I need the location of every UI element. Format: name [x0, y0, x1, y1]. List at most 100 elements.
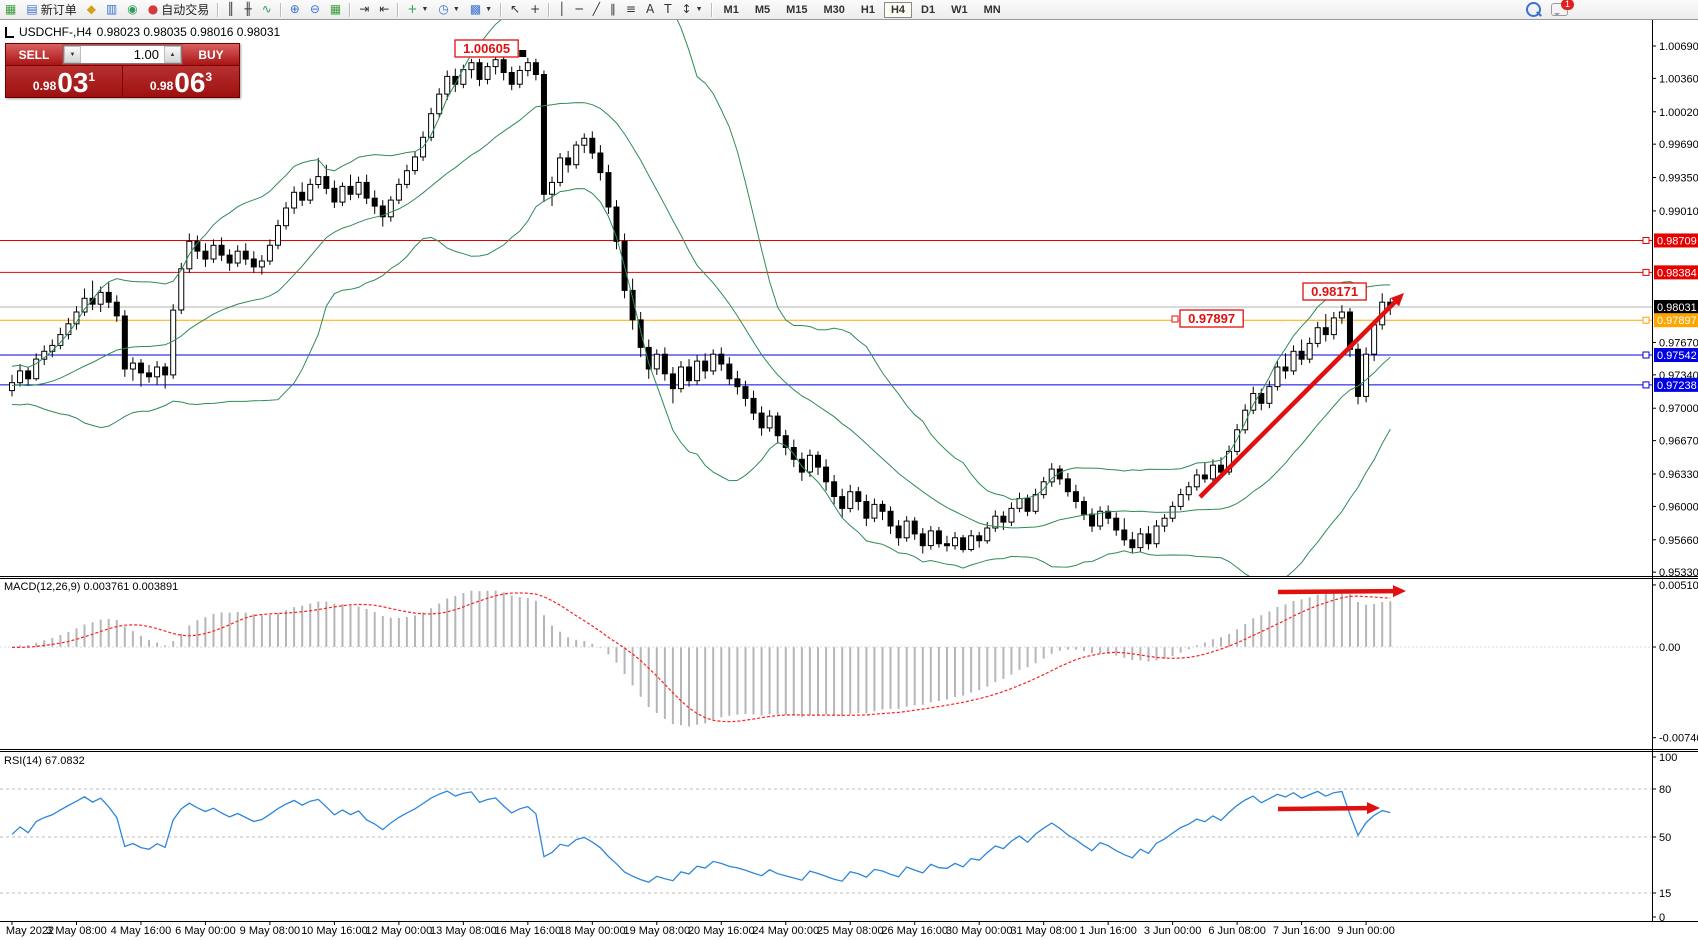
buy-button[interactable]: BUY	[183, 44, 239, 65]
trendline-icon: ╱	[592, 2, 600, 16]
timeframe-w1-button[interactable]: W1	[951, 3, 968, 16]
price-badge-label: 0.97542	[1657, 350, 1697, 362]
rsi-label: RSI(14) 67.0832	[4, 755, 85, 767]
price-badge	[1654, 377, 1698, 392]
symbol-icon	[5, 26, 14, 38]
indicators-button[interactable]: + ▼	[402, 1, 433, 18]
price-axis-tick: 1.00690	[1659, 41, 1698, 53]
tile-windows-button[interactable]: ▦	[325, 1, 346, 18]
price-annotation-label: 1.00605	[463, 41, 510, 56]
navigator-icon: ◉	[127, 2, 138, 16]
price-axis-tick: 0.96670	[1659, 436, 1698, 448]
volume-increase-button[interactable]: ▲	[164, 46, 181, 63]
price-axis-tick: 0.99010	[1659, 206, 1698, 218]
horizontal-line-button[interactable]: ─	[570, 1, 587, 18]
sell-button[interactable]: SELL	[6, 44, 62, 65]
bid-price-pips: 03	[57, 67, 89, 98]
indicators-icon: +	[407, 2, 418, 16]
text-icon: A	[645, 2, 655, 16]
date-axis-label: 31 May 08:00	[1010, 925, 1077, 937]
price-axis-tick: 1.00020	[1659, 107, 1698, 119]
line-chart-button[interactable]: ∿	[257, 1, 277, 18]
timeframe-m1-button[interactable]: M1	[723, 3, 739, 16]
macd-axis-tick: 0.00	[1659, 642, 1680, 654]
new-order-button[interactable]: ▤ 新订单	[21, 1, 81, 18]
candlestick-chart-button[interactable]: ╫	[240, 1, 257, 18]
date-axis-label: 13 May 08:00	[430, 925, 497, 937]
notifications-icon[interactable]: 1	[1551, 0, 1574, 16]
data-window-button[interactable]: ▥	[101, 1, 122, 18]
auto-scroll-button[interactable]: ⇥	[354, 1, 374, 18]
price-axis-tick: 0.95660	[1659, 535, 1698, 547]
volume-stepper[interactable]: ▼ 1.00 ▲	[63, 45, 182, 64]
cursor-button[interactable]: ↖	[505, 1, 525, 18]
zoom-in-button[interactable]: ⊕	[285, 1, 305, 18]
rsi-axis-tick: 50	[1659, 832, 1671, 844]
navigator-button[interactable]: ◉	[122, 1, 142, 18]
price-annotation-box	[1179, 309, 1244, 328]
cursor-icon: ↖	[510, 2, 521, 16]
vertical-line-button[interactable]: │	[553, 1, 570, 18]
horizontal-line-icon: ─	[575, 2, 583, 16]
bid-price[interactable]: 0.98 03 1	[6, 66, 122, 97]
tile-windows-icon: ▦	[329, 2, 342, 16]
macd-axis-tick: -0.007464	[1659, 733, 1698, 745]
rsi-axis-tick: 100	[1659, 752, 1677, 764]
price-annotation-box	[454, 39, 519, 58]
price-axis-tick: 0.96330	[1659, 469, 1698, 481]
price-axis-tick: 0.97670	[1659, 337, 1698, 349]
trendline-button[interactable]: ╱	[588, 1, 605, 18]
timeframe-h4-button[interactable]: H4	[883, 1, 913, 18]
macd-label: MACD(12,26,9) 0.003761 0.003891	[4, 581, 178, 593]
arrows-button[interactable]: ↕ ▼	[677, 1, 708, 18]
fibonacci-button[interactable]: ≡	[621, 1, 641, 18]
search-icon[interactable]	[1526, 2, 1541, 17]
new-order-button-label: 新订单	[40, 3, 77, 17]
line-chart-icon: ∿	[261, 2, 272, 16]
market-watch-button[interactable]: ◆	[82, 1, 101, 18]
volume-decrease-button[interactable]: ▼	[64, 46, 81, 63]
fibonacci-icon: ≡	[625, 2, 636, 16]
label-button[interactable]: T	[659, 1, 676, 18]
templates-button[interactable]: ▩ ▼	[465, 1, 497, 18]
date-axis-label: 6 May 00:00	[175, 925, 236, 937]
crosshair-icon: +	[530, 2, 541, 16]
equidistant-channel-button[interactable]: ∥	[605, 1, 621, 18]
indicators-button-dropdown-icon[interactable]: ▼	[421, 6, 429, 13]
timeframe-m30-button[interactable]: M30	[823, 3, 845, 16]
new-chart-button[interactable]: ▦	[0, 1, 21, 18]
arrows-button-dropdown-icon[interactable]: ▼	[695, 6, 703, 13]
timeframe-m15-button[interactable]: M15	[786, 3, 808, 16]
periods-button-dropdown-icon[interactable]: ▼	[452, 6, 460, 13]
crosshair-button[interactable]: +	[525, 1, 545, 18]
autotrading-button-label: 自动交易	[161, 3, 210, 17]
chart-shift-button[interactable]: ⇤	[374, 1, 394, 18]
date-axis-label: 6 Jun 08:00	[1208, 925, 1266, 937]
timeframe-mn-button[interactable]: MN	[983, 3, 1001, 16]
timeframe-h1-button[interactable]: H1	[860, 3, 875, 16]
autotrading-button[interactable]: ● 自动交易	[143, 1, 215, 18]
periods-button[interactable]: ◷ ▼	[433, 1, 464, 18]
price-badge	[1654, 300, 1698, 315]
macd-signal-line	[12, 592, 1391, 723]
notification-badge: 1	[1561, 0, 1574, 10]
volume-input[interactable]: 1.00	[133, 47, 159, 62]
one-click-trading-panel: SELL ▼ 1.00 ▲ BUY 0.98 03 1 0.98 06 3	[5, 43, 240, 98]
periods-icon: ◷	[438, 2, 449, 16]
auto-scroll-icon: ⇥	[359, 2, 370, 16]
date-axis-label: 4 May 16:00	[111, 925, 172, 937]
templates-button-dropdown-icon[interactable]: ▼	[485, 6, 493, 13]
price-axis-tick: 0.96000	[1659, 501, 1698, 513]
price-axis-tick: 1.00360	[1659, 73, 1698, 85]
timeframe-m5-button[interactable]: M5	[754, 3, 771, 16]
timeframe-d1-button[interactable]: D1	[921, 3, 936, 16]
ask-price[interactable]: 0.98 06 3	[122, 66, 239, 97]
ask-price-prefix: 0.98	[149, 79, 174, 93]
bar-chart-button[interactable]: ║	[222, 1, 239, 18]
text-button[interactable]: A	[641, 1, 659, 18]
macd-panel	[0, 585, 1652, 727]
rsi-panel	[0, 788, 1652, 894]
zoom-out-button[interactable]: ⊖	[305, 1, 325, 18]
